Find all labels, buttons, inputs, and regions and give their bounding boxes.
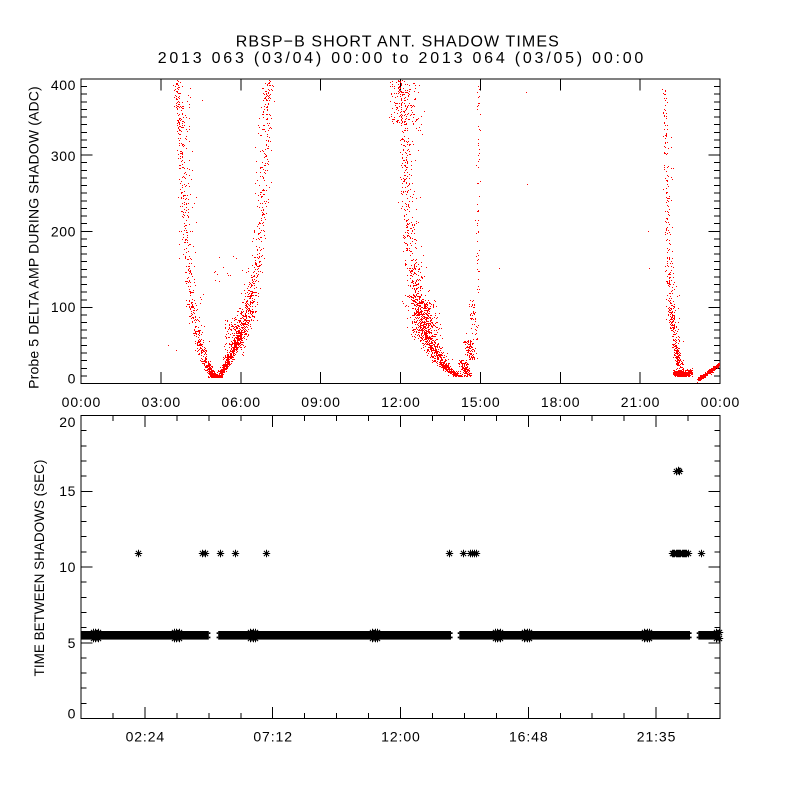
svg-text:0: 0 — [68, 706, 76, 722]
svg-text:0: 0 — [68, 371, 76, 387]
svg-text:100: 100 — [51, 299, 76, 315]
svg-text:00:00: 00:00 — [62, 394, 102, 410]
svg-text:12:00: 12:00 — [381, 729, 421, 745]
svg-text:06:00: 06:00 — [221, 394, 261, 410]
svg-text:21:35: 21:35 — [637, 729, 677, 745]
svg-text:02:24: 02:24 — [126, 729, 166, 745]
svg-text:16:48: 16:48 — [509, 729, 549, 745]
svg-text:Probe 5 DELTA AMP DURING SHADO: Probe 5 DELTA AMP DURING SHADOW (ADC) — [26, 86, 42, 389]
svg-text:03:00: 03:00 — [142, 394, 182, 410]
svg-text:20: 20 — [59, 414, 76, 430]
svg-text:18:00: 18:00 — [541, 394, 581, 410]
svg-text:21:00: 21:00 — [621, 394, 661, 410]
svg-text:10: 10 — [59, 559, 76, 575]
svg-text:300: 300 — [51, 148, 76, 164]
svg-text:5: 5 — [68, 635, 76, 651]
svg-text:2013 063 (03/04) 00:00 to 2013: 2013 063 (03/04) 00:00 to 2013 064 (03/0… — [158, 50, 646, 67]
svg-text:TIME BETWEEN SHADOWS (SEC): TIME BETWEEN SHADOWS (SEC) — [32, 460, 47, 677]
svg-text:200: 200 — [51, 224, 76, 240]
svg-text:15: 15 — [59, 483, 76, 499]
svg-text:00:00: 00:00 — [701, 394, 741, 410]
svg-text:RBSP−B SHORT ANT. SHADOW TIMES: RBSP−B SHORT ANT. SHADOW TIMES — [236, 34, 560, 51]
svg-text:400: 400 — [51, 77, 76, 93]
svg-text:12:00: 12:00 — [381, 394, 421, 410]
svg-text:15:00: 15:00 — [461, 394, 501, 410]
svg-text:09:00: 09:00 — [301, 394, 341, 410]
svg-text:07:12: 07:12 — [253, 729, 293, 745]
